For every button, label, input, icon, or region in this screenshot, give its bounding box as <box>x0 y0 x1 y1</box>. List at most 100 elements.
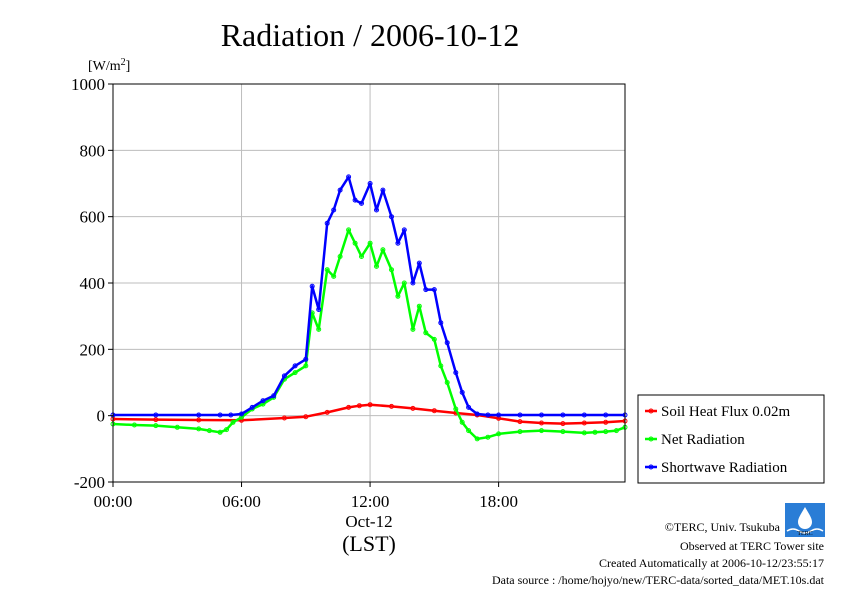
legend-box <box>637 394 825 484</box>
data-point-net-radiation <box>292 370 298 376</box>
data-point-net-radiation <box>517 429 523 435</box>
data-point-shortwave-radiation <box>459 389 465 395</box>
data-point-shortwave-radiation <box>316 307 322 312</box>
data-point-shortwave-radiation <box>395 240 401 246</box>
y-axis: -200 0 200 400 600 800 1000 <box>71 75 113 492</box>
data-point-soil-heat-flux-0-02m <box>324 409 330 415</box>
data-point-shortwave-radiation <box>346 174 352 180</box>
data-point-net-radiation <box>324 267 330 273</box>
credit-created: Created Automatically at 2006-10-12/23:5… <box>599 556 824 570</box>
data-point-soil-heat-flux-0-02m <box>303 414 309 420</box>
legend-label-net-radiation: Net Radiation <box>661 432 745 448</box>
y-axis-unit: [W/m2] <box>88 57 130 74</box>
data-point-shortwave-radiation <box>309 283 315 289</box>
legend: Soil Heat Flux 0.02m Net Radiation Shortwa… <box>637 394 825 484</box>
data-point-shortwave-radiation <box>292 363 298 369</box>
data-point-net-radiation <box>560 429 566 435</box>
data-point-net-radiation <box>239 414 244 420</box>
data-point-shortwave-radiation <box>581 412 587 418</box>
y-tick-label: -200 <box>74 473 105 492</box>
data-point-net-radiation <box>416 303 422 309</box>
data-point-net-radiation <box>331 273 337 279</box>
data-point-soil-heat-flux-0-02m <box>389 403 394 409</box>
data-point-net-radiation <box>395 293 401 299</box>
y-tick-label: 800 <box>80 141 106 160</box>
data-point-net-radiation <box>230 419 236 425</box>
data-point-net-radiation <box>206 428 212 434</box>
credit-site: Observed at TERC Tower site <box>680 539 824 553</box>
data-point-shortwave-radiation <box>374 207 379 213</box>
data-point-shortwave-radiation <box>239 411 244 417</box>
terc-logo-text: TERC <box>797 531 812 537</box>
data-point-net-radiation <box>603 429 609 435</box>
data-point-shortwave-radiation <box>249 404 255 410</box>
y-tick-label: 600 <box>80 208 106 227</box>
data-point-shortwave-radiation <box>416 260 422 266</box>
data-point-soil-heat-flux-0-02m <box>603 419 609 425</box>
data-point-soil-heat-flux-0-02m <box>410 405 416 411</box>
data-point-shortwave-radiation <box>401 227 407 233</box>
y-axis-unit-sup: 2 <box>121 57 126 68</box>
legend-items: Soil Heat Flux 0.02m Net Radiation Shortwa… <box>645 404 791 476</box>
data-point-net-radiation <box>423 330 429 336</box>
data-point-net-radiation <box>438 363 444 369</box>
data-point-net-radiation <box>174 424 180 430</box>
legend-marker-shortwave-radiation <box>648 464 654 470</box>
data-point-net-radiation <box>367 240 373 246</box>
terc-logo-wave-icon <box>786 528 824 534</box>
legend-label-soil-heat-flux-0-02m: Soil Heat Flux 0.02m <box>661 404 791 420</box>
data-point-net-radiation <box>352 240 358 246</box>
data-point-shortwave-radiation <box>485 412 491 418</box>
data-point-soil-heat-flux-0-02m <box>431 408 437 414</box>
y-tick-label: 200 <box>80 340 106 359</box>
data-point-net-radiation <box>613 428 619 434</box>
data-point-soil-heat-flux-0-02m <box>196 417 202 423</box>
data-point-soil-heat-flux-0-02m <box>496 415 502 421</box>
credit-source: Data source : /home/hojyo/new/TERC-data/… <box>492 573 825 587</box>
data-point-shortwave-radiation <box>367 181 373 186</box>
data-point-net-radiation <box>380 247 386 253</box>
y-tick-label: 0 <box>97 407 106 426</box>
data-point-net-radiation <box>592 429 598 435</box>
data-point-shortwave-radiation <box>352 197 358 203</box>
date-label: Oct-12 <box>345 512 392 531</box>
data-point-shortwave-radiation <box>271 393 277 399</box>
data-point-soil-heat-flux-0-02m <box>346 404 352 410</box>
data-point-net-radiation <box>431 336 437 342</box>
data-point-shortwave-radiation <box>438 320 444 326</box>
data-point-shortwave-radiation <box>410 280 416 286</box>
data-point-net-radiation <box>401 280 407 286</box>
legend-label-shortwave-radiation: Shortwave Radiation <box>661 460 788 476</box>
data-point-shortwave-radiation <box>324 220 330 226</box>
data-point-net-radiation <box>466 428 472 434</box>
y-tick-label: 400 <box>80 274 106 293</box>
data-point-net-radiation <box>496 431 502 437</box>
data-point-net-radiation <box>303 363 309 369</box>
data-point-net-radiation <box>539 428 544 434</box>
data-point-shortwave-radiation <box>337 187 343 193</box>
data-point-net-radiation <box>444 380 450 385</box>
data-point-shortwave-radiation <box>431 287 437 293</box>
data-point-net-radiation <box>346 227 352 233</box>
data-point-shortwave-radiation <box>228 412 234 418</box>
data-point-net-radiation <box>217 429 223 435</box>
data-point-soil-heat-flux-0-02m <box>560 421 566 427</box>
data-point-net-radiation <box>410 326 416 332</box>
data-point-shortwave-radiation <box>303 356 309 362</box>
data-point-shortwave-radiation <box>444 340 450 346</box>
data-point-net-radiation <box>153 423 159 429</box>
data-point-shortwave-radiation <box>196 412 202 418</box>
data-point-net-radiation <box>337 254 343 259</box>
data-point-soil-heat-flux-0-02m <box>356 403 362 409</box>
chart-title: Radiation / 2006-10-12 <box>221 17 520 53</box>
data-point-net-radiation <box>374 263 379 269</box>
data-point-shortwave-radiation <box>474 411 480 417</box>
series-line-soil-heat-flux-0-02m <box>112 403 626 425</box>
data-point-shortwave-radiation <box>496 412 502 418</box>
data-point-shortwave-radiation <box>331 207 337 213</box>
data-point-soil-heat-flux-0-02m <box>517 419 523 425</box>
data-point-net-radiation <box>581 430 587 436</box>
credit-copyright: ©TERC, Univ. Tsukuba <box>665 520 781 534</box>
data-point-shortwave-radiation <box>560 412 566 418</box>
